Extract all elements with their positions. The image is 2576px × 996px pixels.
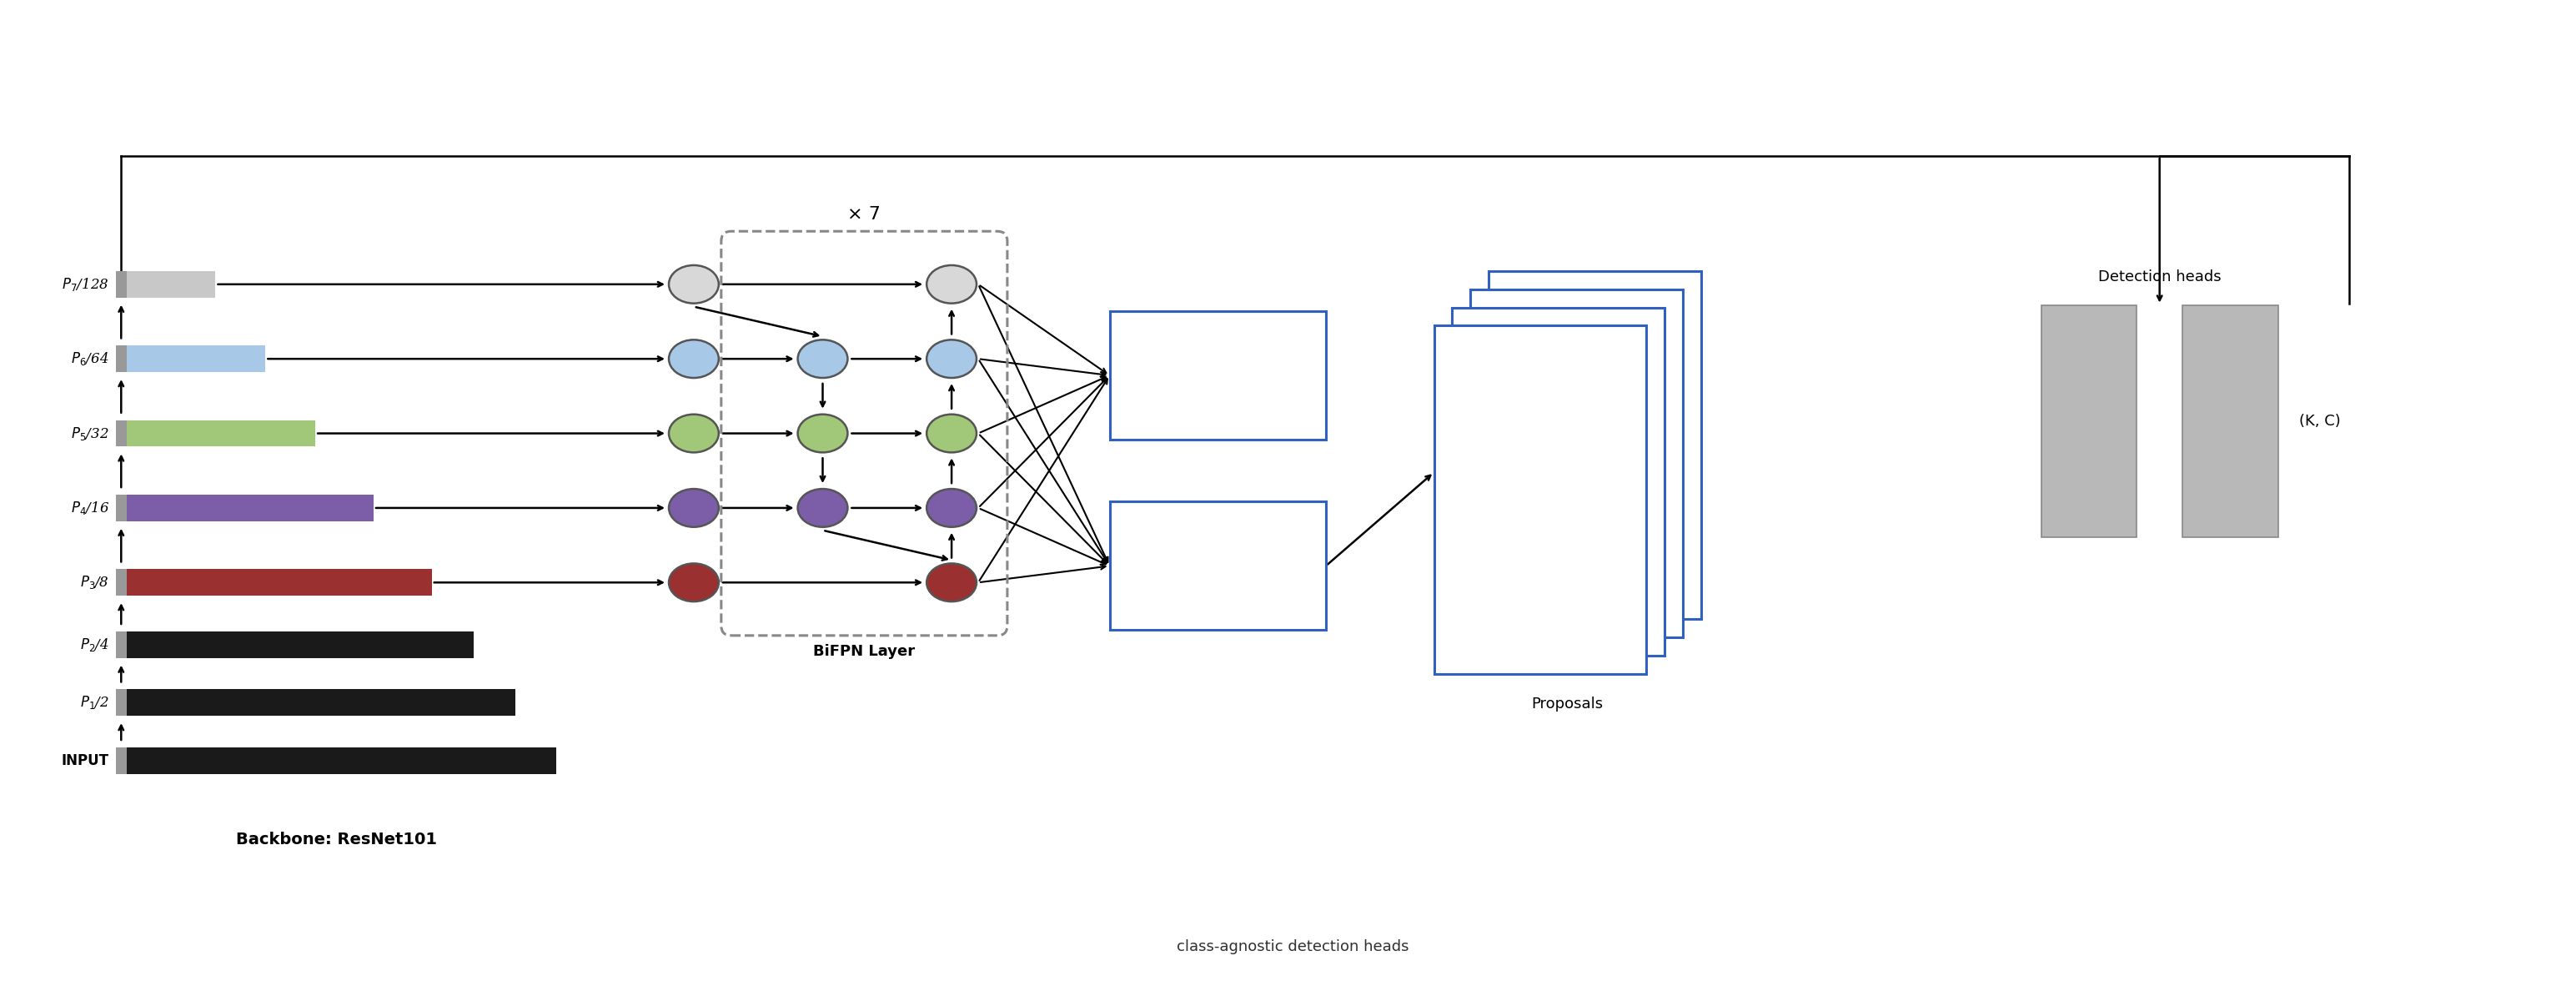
Bar (116, 346, 126, 373)
Text: $P_{1}$/2: $P_{1}$/2 (80, 694, 108, 711)
Text: box prediction
net: box prediction net (1164, 360, 1273, 391)
Bar (1471, 289, 1682, 637)
Bar (116, 689, 126, 716)
Text: $P_{3}$/8: $P_{3}$/8 (80, 574, 108, 591)
Text: class prediction
net: class prediction net (1159, 550, 1278, 582)
Bar (126, 570, 433, 596)
Bar (116, 271, 126, 298)
Ellipse shape (799, 414, 848, 452)
Ellipse shape (670, 489, 719, 527)
Bar (116, 420, 126, 446)
Bar (1453, 308, 1664, 655)
Text: $P_{4}$/16: $P_{4}$/16 (70, 500, 108, 516)
Bar (126, 631, 474, 658)
Text: $P_{2}$/4: $P_{2}$/4 (80, 636, 108, 653)
Bar (2182, 305, 2277, 537)
Ellipse shape (670, 340, 719, 377)
Text: Proposals: Proposals (1533, 697, 1602, 712)
Bar (116, 747, 126, 774)
Text: BiFPN Layer: BiFPN Layer (814, 643, 914, 658)
Text: INPUT: INPUT (62, 753, 108, 768)
Text: (K, C): (K, C) (2298, 413, 2342, 428)
Bar (1110, 502, 1327, 630)
Text: class-agnostic detection heads: class-agnostic detection heads (1177, 939, 1409, 954)
Bar (126, 689, 515, 716)
Ellipse shape (927, 265, 976, 304)
Ellipse shape (670, 564, 719, 602)
Bar (126, 346, 265, 373)
Ellipse shape (670, 265, 719, 304)
Bar (126, 420, 314, 446)
Bar (116, 495, 126, 521)
Ellipse shape (670, 414, 719, 452)
Text: $P_{5}$/32: $P_{5}$/32 (72, 425, 108, 442)
Ellipse shape (799, 340, 848, 377)
Ellipse shape (927, 564, 976, 602)
Ellipse shape (799, 489, 848, 527)
Bar (116, 570, 126, 596)
Bar (126, 747, 556, 774)
Text: Backbone: ResNet101: Backbone: ResNet101 (234, 832, 438, 848)
Text: $P_{6}$/64: $P_{6}$/64 (72, 351, 108, 368)
Bar (126, 495, 374, 521)
Bar (1489, 271, 1700, 619)
Bar (2040, 305, 2136, 537)
Bar (1110, 311, 1327, 439)
Ellipse shape (927, 340, 976, 377)
Bar (126, 271, 216, 298)
Text: × 7: × 7 (848, 206, 881, 223)
Text: $P_{7}$/128: $P_{7}$/128 (62, 276, 108, 293)
Ellipse shape (927, 489, 976, 527)
Ellipse shape (927, 414, 976, 452)
Text: Detection heads: Detection heads (2097, 269, 2221, 284)
Bar (116, 631, 126, 658)
Bar (1435, 326, 1646, 673)
